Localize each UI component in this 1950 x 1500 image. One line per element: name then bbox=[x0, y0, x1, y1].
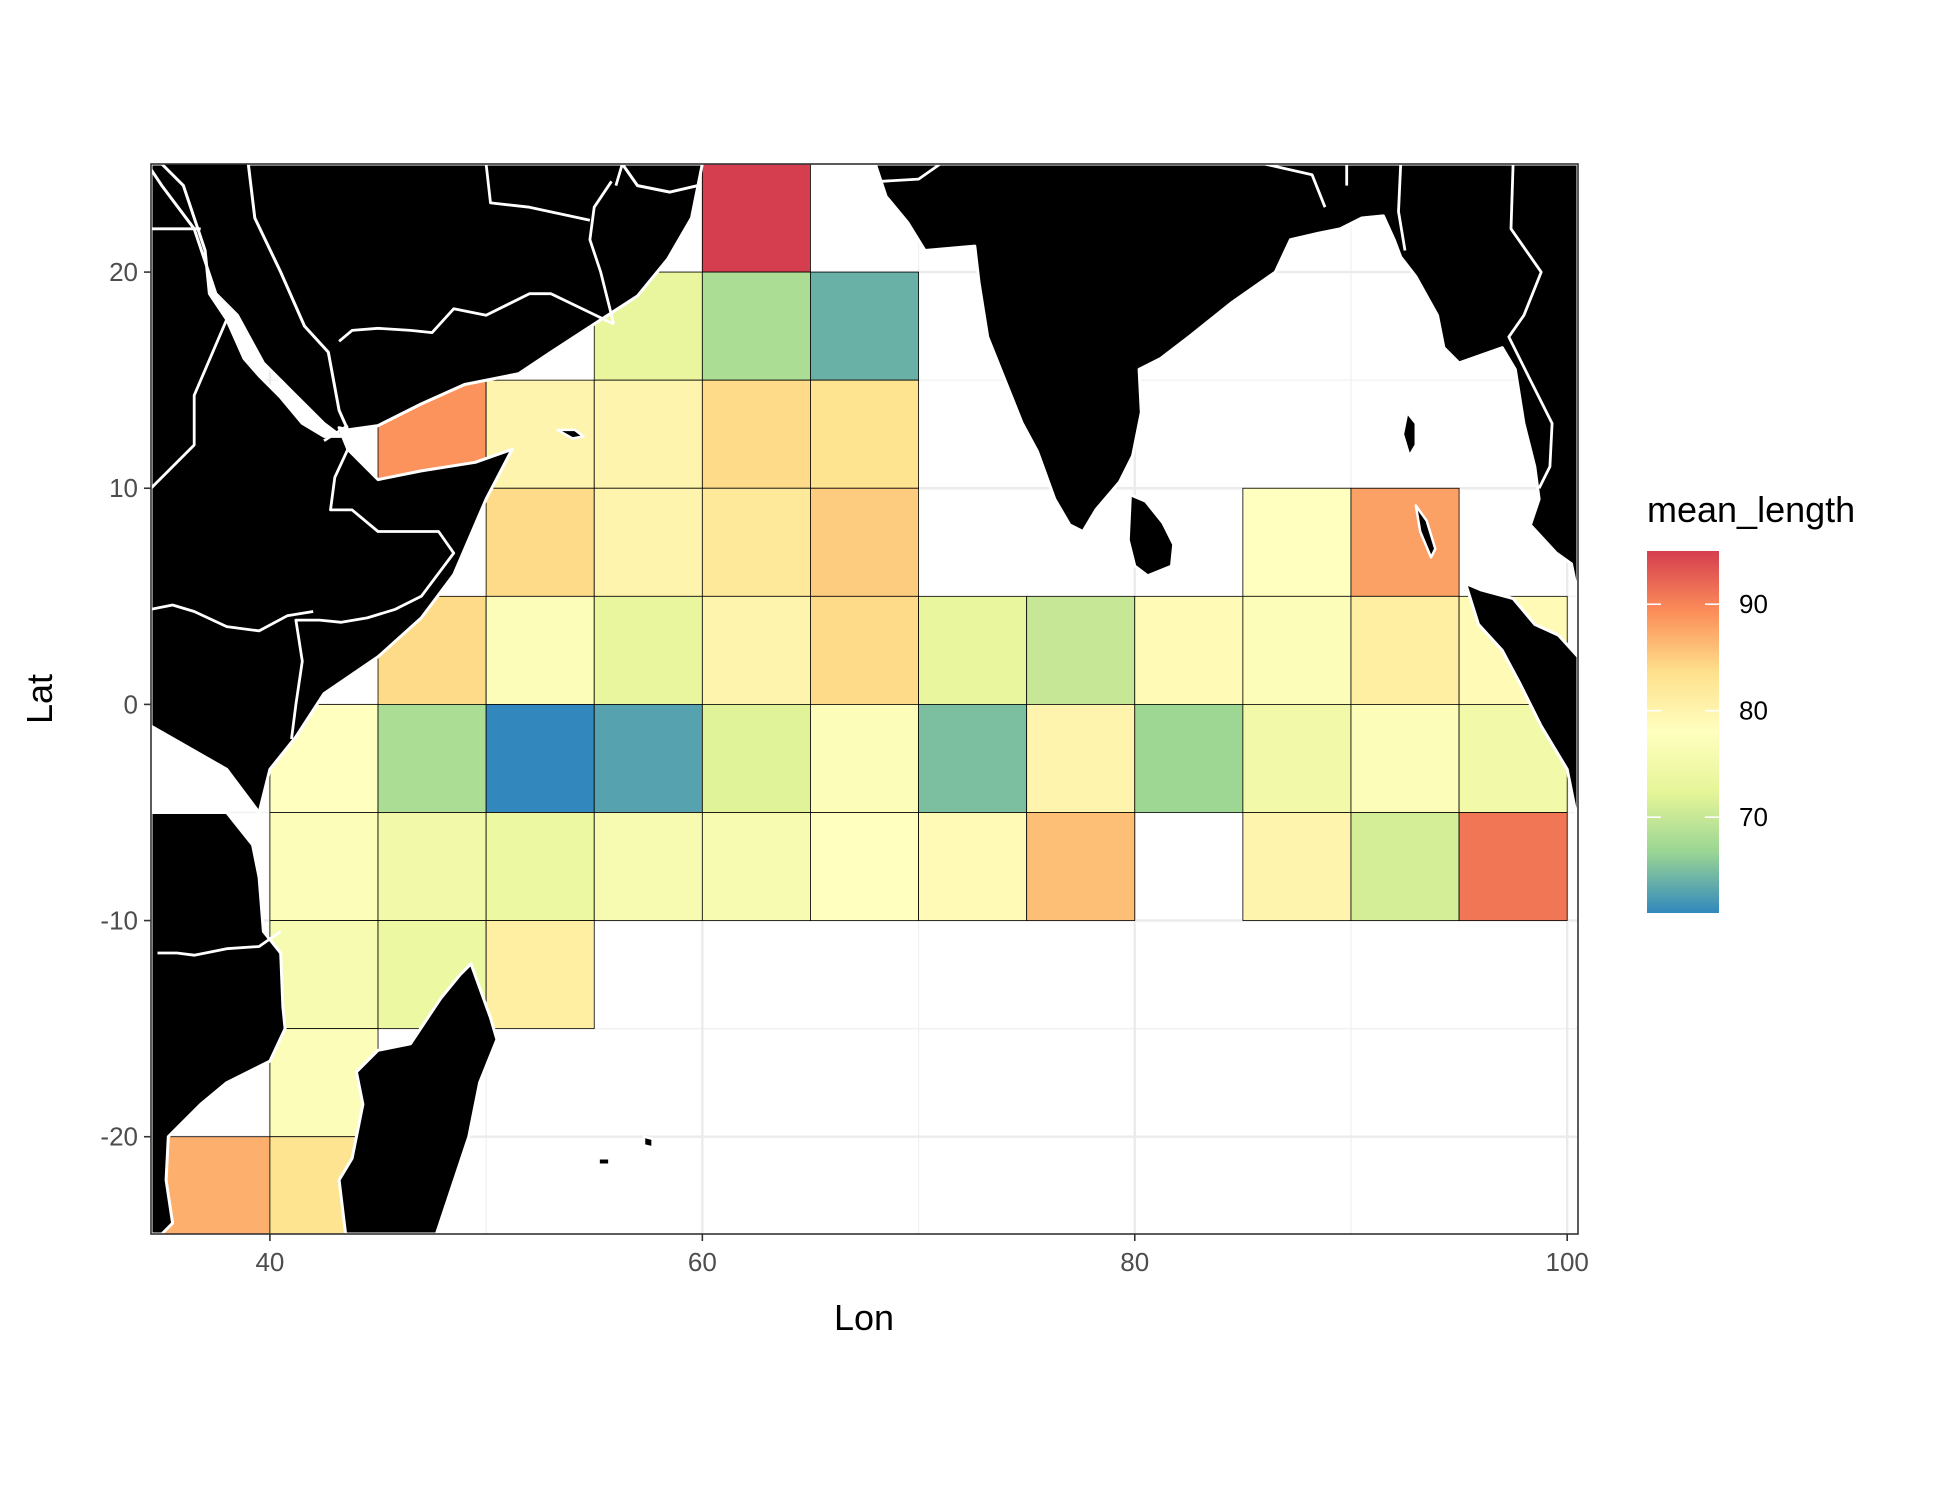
heatmap-cell bbox=[918, 704, 1028, 813]
country-border-line bbox=[881, 164, 942, 183]
heatmap-cell bbox=[810, 271, 919, 381]
heatmap-cell bbox=[485, 595, 595, 705]
heatmap-cell bbox=[1350, 704, 1460, 813]
land-masses bbox=[151, 164, 1578, 1234]
heatmap-cell bbox=[485, 920, 595, 1030]
heatmap-cell bbox=[810, 595, 919, 705]
heatmap-cell bbox=[701, 595, 811, 705]
heatmap-cell bbox=[1134, 704, 1244, 813]
country-border-line bbox=[151, 319, 228, 490]
heatmap-cell bbox=[485, 704, 595, 813]
heatmap-cell bbox=[1458, 812, 1568, 921]
panel-border bbox=[150, 163, 1579, 1235]
x-axis-title: Lon bbox=[834, 1297, 894, 1338]
heatmap-cell bbox=[1134, 595, 1244, 705]
country-border-line bbox=[338, 292, 615, 343]
island-andaman-islands bbox=[1401, 411, 1418, 458]
heatmap-cell bbox=[485, 812, 595, 921]
heatmap-cell bbox=[701, 704, 811, 813]
land-sumatra bbox=[1464, 581, 1578, 825]
land-india bbox=[873, 164, 1578, 598]
y-tick-label: 10 bbox=[109, 473, 138, 503]
heatmap-cell bbox=[377, 812, 487, 921]
heatmap-cell bbox=[1026, 812, 1136, 921]
heatmap-cell bbox=[810, 379, 919, 489]
island-reunion bbox=[597, 1157, 611, 1167]
x-tick-label: 60 bbox=[688, 1247, 717, 1277]
x-tick-label: 100 bbox=[1545, 1247, 1588, 1277]
x-tick-label: 80 bbox=[1120, 1247, 1149, 1277]
y-tick-label: -10 bbox=[100, 906, 138, 936]
x-tick-label: 40 bbox=[255, 1247, 284, 1277]
heatmap-cells bbox=[161, 164, 1568, 1234]
heatmap-cell bbox=[701, 164, 811, 273]
country-borders bbox=[151, 164, 1554, 957]
legend-title: mean_length bbox=[1647, 489, 1855, 530]
heatmap-cell bbox=[810, 704, 919, 813]
legend-tick-label: 70 bbox=[1739, 802, 1768, 832]
heatmap-cell bbox=[377, 704, 487, 813]
heatmap-cell bbox=[918, 595, 1028, 705]
land-sri-lanka bbox=[1126, 493, 1176, 578]
country-border-line bbox=[323, 424, 349, 442]
y-tick-label: 0 bbox=[124, 689, 138, 719]
legend: mean_length 70 80 90 bbox=[1647, 489, 1855, 913]
heatmap-cell bbox=[1350, 595, 1460, 705]
x-axis: 40 60 80 100 bbox=[255, 1234, 1589, 1277]
heatmap-cell bbox=[701, 379, 811, 489]
heatmap-cell bbox=[810, 487, 919, 597]
heatmap-cell bbox=[810, 812, 919, 921]
legend-tick-label: 90 bbox=[1739, 589, 1768, 619]
y-tick-label: 20 bbox=[109, 257, 138, 287]
heatmap-cell bbox=[593, 812, 703, 921]
y-axis-title: Lat bbox=[19, 674, 60, 724]
country-border-line bbox=[484, 164, 591, 222]
heatmap-cell bbox=[1242, 487, 1352, 597]
country-border-line bbox=[290, 448, 456, 740]
legend-ticks: 70 80 90 bbox=[1647, 589, 1768, 832]
heatmap-cell bbox=[593, 379, 703, 489]
heatmap-cell bbox=[593, 704, 703, 813]
island-mauritius bbox=[642, 1135, 654, 1149]
heatmap-cell bbox=[161, 1136, 271, 1234]
country-border-line bbox=[588, 180, 616, 325]
heatmap-cell bbox=[1026, 704, 1136, 813]
heatmap-cell bbox=[1350, 487, 1460, 597]
heatmap-cell bbox=[1350, 812, 1460, 921]
heatmap-cell bbox=[918, 812, 1028, 921]
y-axis: 20 10 0 -10 -20 bbox=[100, 257, 151, 1152]
island-socotra bbox=[556, 428, 585, 440]
heatmap-cell bbox=[269, 920, 379, 1030]
country-border-line bbox=[1264, 164, 1327, 208]
y-tick-label: -20 bbox=[100, 1122, 138, 1152]
land-africa-south bbox=[151, 811, 287, 1234]
legend-colorbar bbox=[1647, 551, 1719, 913]
island-nicobar-islands bbox=[1414, 504, 1437, 559]
heatmap-cell bbox=[1242, 812, 1352, 921]
heatmap-cell bbox=[485, 487, 595, 597]
heatmap-cell bbox=[701, 271, 811, 381]
country-border-line bbox=[151, 603, 314, 633]
heatmap-cell bbox=[269, 812, 379, 921]
legend-tick-label: 80 bbox=[1739, 696, 1768, 726]
country-border-line bbox=[1397, 164, 1407, 251]
country-border-line bbox=[151, 725, 254, 808]
heatmap-cell bbox=[1242, 595, 1352, 705]
country-border-line bbox=[1507, 164, 1554, 489]
heatmap-cell bbox=[1242, 704, 1352, 813]
heatmap-cell bbox=[1026, 595, 1136, 705]
country-border-line bbox=[614, 164, 624, 186]
heatmap-cell bbox=[593, 595, 703, 705]
heatmap-cell bbox=[701, 812, 811, 921]
land-madagascar bbox=[337, 962, 499, 1234]
heatmap-cell bbox=[701, 487, 811, 597]
country-border-line bbox=[157, 930, 282, 957]
land-arabia-peninsula bbox=[246, 164, 700, 432]
heatmap-cell bbox=[593, 487, 703, 597]
